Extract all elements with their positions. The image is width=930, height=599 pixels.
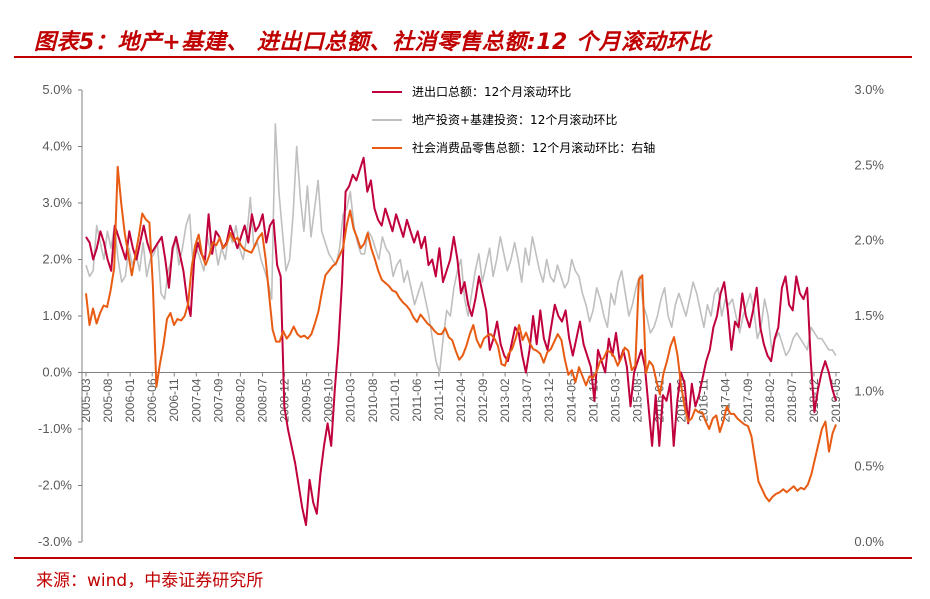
left-tick-label: -3.0% <box>38 534 72 549</box>
left-tick-label: 3.0% <box>42 195 72 210</box>
x-tick-label: 2017-04 <box>719 378 733 422</box>
x-tick-label: 2013-07 <box>520 378 534 422</box>
left-tick-label: -2.0% <box>38 478 72 493</box>
x-tick-label: 2012-04 <box>454 378 468 422</box>
x-tick-label: 2012-09 <box>476 378 490 422</box>
x-tick-label: 2014-05 <box>564 378 578 422</box>
left-tick-label: -1.0% <box>38 421 72 436</box>
legend-label: 社会消费品零售总额：12个月滚动环比：右轴 <box>412 140 655 155</box>
x-tick-label: 2011-11 <box>432 378 446 421</box>
x-tick-label: 2011-01 <box>388 378 402 421</box>
x-tick-label: 2010-08 <box>366 378 380 422</box>
x-tick-label: 2018-07 <box>785 378 799 422</box>
right-tick-label: 2.0% <box>854 233 884 248</box>
bottom-rule <box>14 557 912 559</box>
series-line-retail <box>85 165 837 503</box>
x-tick-label: 2005-08 <box>101 378 115 422</box>
source-note: 来源：wind，中泰证券研究所 <box>36 571 264 591</box>
right-tick-label: 3.0% <box>854 82 884 97</box>
x-tick-label: 2005-03 <box>79 378 93 422</box>
left-tick-label: 4.0% <box>42 139 72 154</box>
right-tick-label: 1.0% <box>854 383 884 398</box>
x-tick-label: 2006-01 <box>123 378 137 422</box>
x-tick-label: 2013-02 <box>498 378 512 422</box>
x-tick-label: 2013-12 <box>542 378 556 422</box>
legend: 进出口总额：12个月滚动环比地产投资+基建投资：12个月滚动环比社会消费品零售总… <box>372 84 655 155</box>
x-tick-label: 2010-03 <box>344 378 358 422</box>
series-line-export-import <box>85 156 837 526</box>
x-tick-label: 2017-09 <box>741 378 755 422</box>
title-bar: 图表5：地产+基建、 进出口总额、社消零售总额:12 个月滚动环比 <box>14 6 912 58</box>
left-tick-label: 1.0% <box>42 308 72 323</box>
left-tick-label: 5.0% <box>42 82 72 97</box>
x-tick-label: 2015-03 <box>608 378 622 422</box>
x-tick-label: 2008-02 <box>233 378 247 422</box>
left-tick-label: 0.0% <box>42 365 72 380</box>
right-tick-label: 2.5% <box>854 157 884 172</box>
x-tick-label: 2015-08 <box>630 378 644 422</box>
series-line-property-infra <box>85 123 837 374</box>
legend-label: 进出口总额：12个月滚动环比 <box>412 84 571 99</box>
chart-title: 图表5：地产+基建、 进出口总额、社消零售总额:12 个月滚动环比 <box>34 30 711 55</box>
x-tick-label: 2007-09 <box>211 378 225 422</box>
x-tick-label: 2008-07 <box>255 378 269 422</box>
x-tick-label: 2006-11 <box>167 378 181 421</box>
x-tick-label: 2009-10 <box>322 378 336 422</box>
right-tick-label: 0.5% <box>854 459 884 474</box>
x-tick-label: 2007-04 <box>189 378 203 422</box>
x-tick-label: 2006-06 <box>145 378 159 422</box>
right-tick-label: 1.5% <box>854 308 884 323</box>
left-tick-label: 2.0% <box>42 252 72 267</box>
legend-label: 地产投资+基建投资：12个月滚动环比 <box>412 112 617 127</box>
x-tick-label: 2018-02 <box>763 378 777 422</box>
x-tick-label: 2009-05 <box>300 378 314 422</box>
right-tick-label: 0.0% <box>854 534 884 549</box>
series-layer <box>85 123 837 526</box>
axes: 5.0% 4.0% 3.0% 2.0% 1.0% 0.0% -1.0% -2.0% -3.0% 3… <box>38 82 884 549</box>
x-tick-label: 2011-06 <box>410 378 424 421</box>
